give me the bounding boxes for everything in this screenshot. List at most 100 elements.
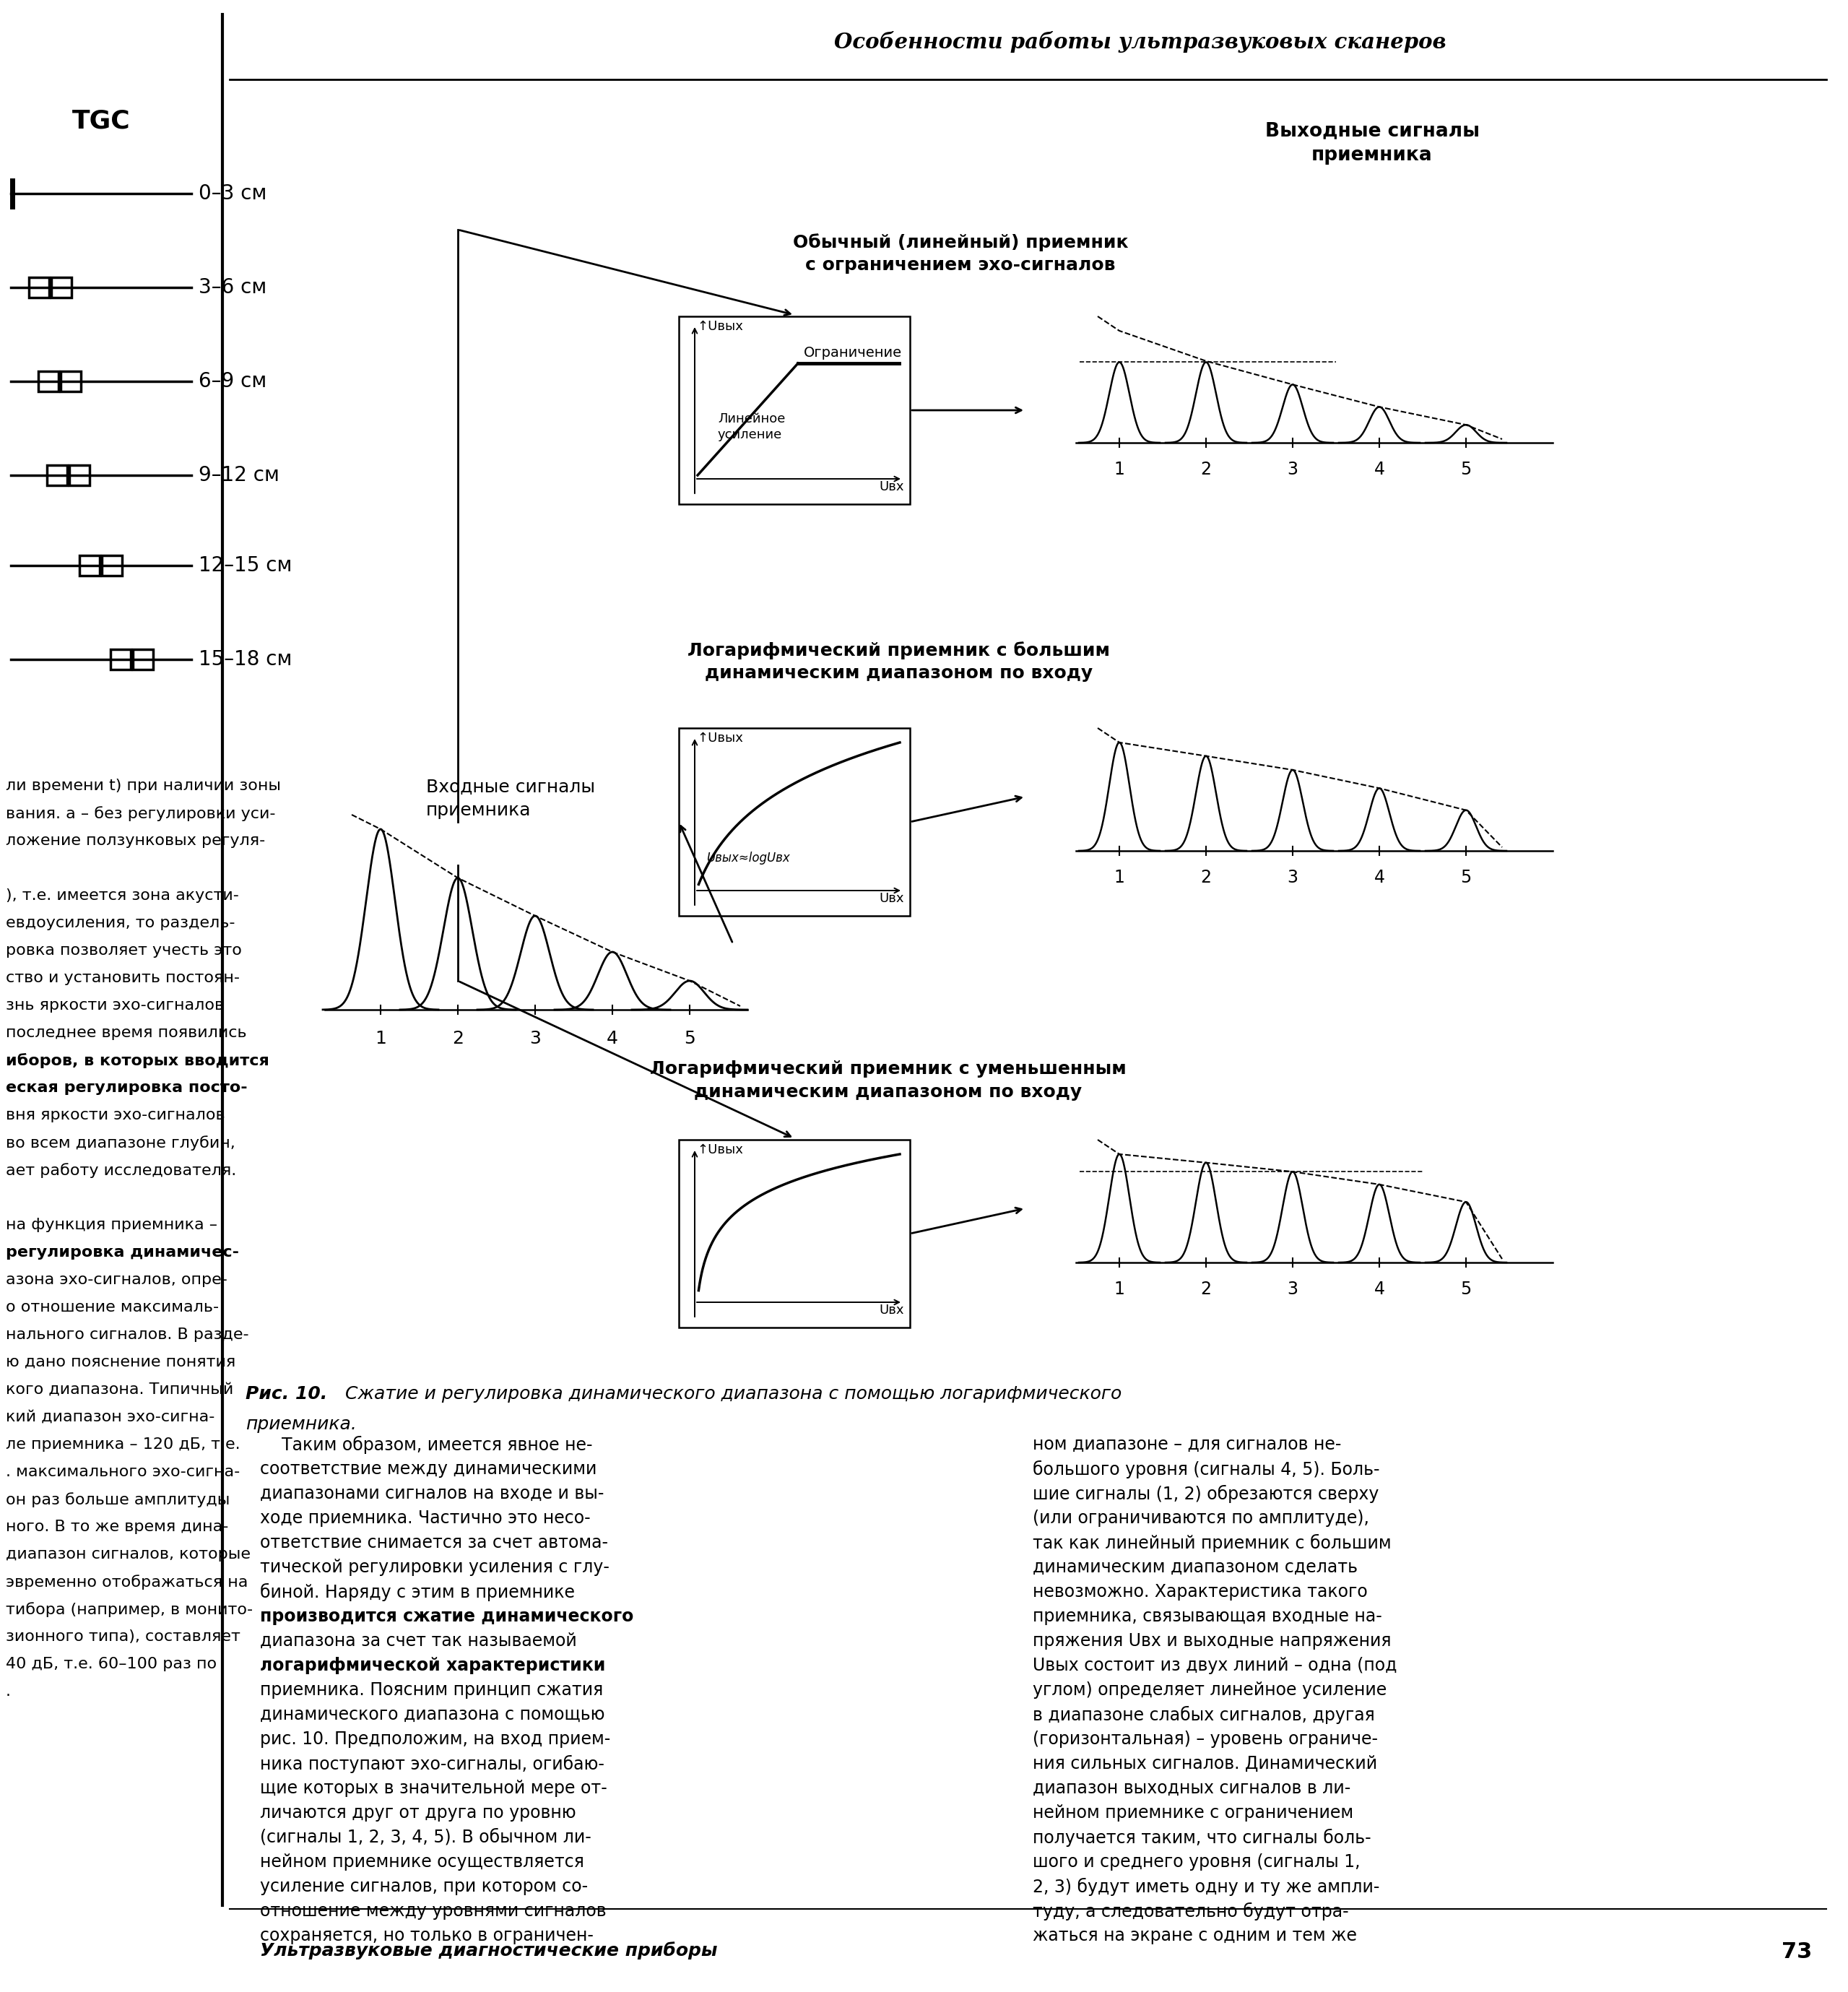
Text: 2, 3) будут иметь одну и ту же ампли-: 2, 3) будут иметь одну и ту же ампли- <box>1033 1878 1380 1896</box>
Text: Сжатие и регулировка динамического диапазона с помощью логарифмического: Сжатие и регулировка динамического диапа… <box>340 1384 1122 1402</box>
Text: регулировка динамичес-: регулировка динамичес- <box>6 1245 238 1259</box>
Text: 12–15 см: 12–15 см <box>198 556 292 576</box>
Text: ном диапазоне – для сигналов не-: ном диапазоне – для сигналов не- <box>1033 1436 1342 1454</box>
Text: ство и установить постоян-: ство и установить постоян- <box>6 970 240 986</box>
Text: 73: 73 <box>1781 1942 1811 1962</box>
Text: 15–18 см: 15–18 см <box>198 649 292 669</box>
Bar <box>52 277 72 297</box>
Text: личаются друг от друга по уровню: личаются друг от друга по уровню <box>261 1805 577 1821</box>
Text: 5: 5 <box>1460 1281 1471 1299</box>
Text: тической регулировки усиления с глу-: тической регулировки усиления с глу- <box>261 1558 610 1576</box>
Text: приемника. Поясним принцип сжатия: приемника. Поясним принцип сжатия <box>261 1681 602 1699</box>
Text: во всем диапазоне глубин,: во всем диапазоне глубин, <box>6 1135 235 1151</box>
Text: диапазон выходных сигналов в ли-: диапазон выходных сигналов в ли- <box>1033 1779 1351 1797</box>
Text: кий диапазон эхо-сигна-: кий диапазон эхо-сигна- <box>6 1410 214 1424</box>
Text: 4: 4 <box>1373 869 1384 886</box>
Bar <box>102 556 122 576</box>
Text: ния сильных сигналов. Динамический: ния сильных сигналов. Динамический <box>1033 1755 1377 1773</box>
Text: TGC: TGC <box>72 110 129 133</box>
Bar <box>70 466 89 486</box>
Text: ровка позволяет учесть это: ровка позволяет учесть это <box>6 944 242 958</box>
Text: нального сигналов. В разде-: нального сигналов. В разде- <box>6 1327 249 1343</box>
Text: Логарифмический приемник с большим
динамическим диапазоном по входу: Логарифмический приемник с большим динам… <box>687 641 1111 681</box>
Bar <box>61 371 81 392</box>
Bar <box>678 1139 909 1327</box>
Text: ответствие снимается за счет автома-: ответствие снимается за счет автома- <box>261 1534 608 1552</box>
Text: рис. 10. Предположим, на вход прием-: рис. 10. Предположим, на вход прием- <box>261 1731 610 1747</box>
Text: 0–3 см: 0–3 см <box>198 183 266 203</box>
Text: логарифмической характеристики: логарифмической характеристики <box>261 1657 606 1673</box>
Text: он раз больше амплитуды: он раз больше амплитуды <box>6 1492 229 1508</box>
Text: невозможно. Характеристика такого: невозможно. Характеристика такого <box>1033 1584 1368 1600</box>
Text: Uвх: Uвх <box>880 892 904 904</box>
Text: пряжения Uвх и выходные напряжения: пряжения Uвх и выходные напряжения <box>1033 1631 1392 1649</box>
Text: Рис. 10.: Рис. 10. <box>246 1384 327 1402</box>
Text: Uвх: Uвх <box>880 480 904 494</box>
Bar <box>678 317 909 504</box>
Text: Ультразвуковые диагностические приборы: Ультразвуковые диагностические приборы <box>261 1942 717 1960</box>
Text: сохраняется, но только в ограничен-: сохраняется, но только в ограничен- <box>261 1926 593 1944</box>
Text: 3–6 см: 3–6 см <box>198 277 266 297</box>
Text: ложение ползунковых регуля-: ложение ползунковых регуля- <box>6 833 266 849</box>
Bar <box>133 649 153 669</box>
Text: эвременно отображаться на: эвременно отображаться на <box>6 1574 248 1590</box>
Text: производится сжатие динамического: производится сжатие динамического <box>261 1608 634 1625</box>
Text: Линейное
усиление: Линейное усиление <box>717 412 785 442</box>
Text: Таким образом, имеется явное не-: Таким образом, имеется явное не- <box>261 1436 593 1454</box>
Text: 4: 4 <box>1373 1281 1384 1299</box>
Text: 2: 2 <box>1201 869 1212 886</box>
Text: на функция приемника –: на функция приемника – <box>6 1217 218 1233</box>
Text: диапазонами сигналов на входе и вы-: диапазонами сигналов на входе и вы- <box>261 1484 604 1502</box>
Text: Выходные сигналы
приемника: Выходные сигналы приемника <box>1264 122 1480 165</box>
Text: (горизонтальная) – уровень ограниче-: (горизонтальная) – уровень ограниче- <box>1033 1731 1379 1747</box>
Text: о отношение максималь-: о отношение максималь- <box>6 1301 218 1315</box>
Text: соответствие между динамическими: соответствие между динамическими <box>261 1460 597 1478</box>
Text: приемника, связывающая входные на-: приемника, связывающая входные на- <box>1033 1608 1382 1625</box>
Text: большого уровня (сигналы 4, 5). Боль-: большого уровня (сигналы 4, 5). Боль- <box>1033 1460 1380 1478</box>
Text: 3: 3 <box>1288 869 1297 886</box>
Text: (или ограничиваются по амплитуде),: (или ограничиваются по амплитуде), <box>1033 1510 1369 1526</box>
Text: зионного типа), составляет: зионного типа), составляет <box>6 1629 240 1643</box>
Text: шие сигналы (1, 2) обрезаются сверху: шие сигналы (1, 2) обрезаются сверху <box>1033 1484 1379 1504</box>
Text: Логарифмический приемник с уменьшенным
динамическим диапазоном по входу: Логарифмический приемник с уменьшенным д… <box>650 1060 1127 1100</box>
Text: 2: 2 <box>1201 460 1212 478</box>
Text: еская регулировка посто-: еская регулировка посто- <box>6 1080 248 1096</box>
Text: приемника.: приемника. <box>246 1416 357 1432</box>
Bar <box>46 466 67 486</box>
Text: шого и среднего уровня (сигналы 1,: шого и среднего уровня (сигналы 1, <box>1033 1853 1360 1870</box>
Text: ходе приемника. Частично это несо-: ходе приемника. Частично это несо- <box>261 1510 591 1526</box>
Text: нейном приемнике осуществляется: нейном приемнике осуществляется <box>261 1853 584 1870</box>
Text: ю дано пояснение понятия: ю дано пояснение понятия <box>6 1355 235 1369</box>
Text: знь яркости эхо-сигналов: знь яркости эхо-сигналов <box>6 998 224 1012</box>
Text: (сигналы 1, 2, 3, 4, 5). В обычном ли-: (сигналы 1, 2, 3, 4, 5). В обычном ли- <box>261 1829 591 1847</box>
Text: 6–9 см: 6–9 см <box>198 371 266 392</box>
Text: ает работу исследователя.: ает работу исследователя. <box>6 1163 237 1177</box>
Text: . максимального эхо-сигна-: . максимального эхо-сигна- <box>6 1464 240 1480</box>
Text: Обычный (линейный) приемник
с ограничением эхо-сигналов: Обычный (линейный) приемник с ограничени… <box>793 233 1127 275</box>
Text: нейном приемнике с ограничением: нейном приемнике с ограничением <box>1033 1805 1353 1821</box>
Text: Ограничение: Ограничение <box>804 347 902 361</box>
Text: усиление сигналов, при котором со-: усиление сигналов, при котором со- <box>261 1878 588 1894</box>
Text: динамическим диапазоном сделать: динамическим диапазоном сделать <box>1033 1558 1358 1576</box>
Text: 4: 4 <box>606 1030 619 1048</box>
Text: кого диапазона. Типичный: кого диапазона. Типичный <box>6 1382 233 1396</box>
Text: последнее время появились: последнее время появились <box>6 1026 246 1040</box>
Text: 5: 5 <box>684 1030 695 1048</box>
Text: вания. а – без регулировки уси-: вания. а – без регулировки уси- <box>6 807 275 821</box>
Text: 5: 5 <box>1460 869 1471 886</box>
Text: 3: 3 <box>1288 1281 1297 1299</box>
Text: получается таким, что сигналы боль-: получается таким, что сигналы боль- <box>1033 1829 1371 1847</box>
Text: 3: 3 <box>1288 460 1297 478</box>
Text: вня яркости эхо-сигналов: вня яркости эхо-сигналов <box>6 1108 225 1121</box>
Text: 9–12 см: 9–12 см <box>198 466 279 486</box>
Text: 1: 1 <box>1114 1281 1125 1299</box>
Text: Входные сигналы
приемника: Входные сигналы приемника <box>427 779 595 819</box>
Text: Uвых≈logUвх: Uвых≈logUвх <box>706 851 789 865</box>
Bar <box>111 649 131 669</box>
Text: 1: 1 <box>1114 869 1125 886</box>
Text: в диапазоне слабых сигналов, другая: в диапазоне слабых сигналов, другая <box>1033 1705 1375 1725</box>
Text: динамического диапазона с помощью: динамического диапазона с помощью <box>261 1705 604 1723</box>
Text: диапазона за счет так называемой: диапазона за счет так называемой <box>261 1631 577 1649</box>
Text: ли времени t) при наличии зоны: ли времени t) при наличии зоны <box>6 779 281 793</box>
Text: отношение между уровнями сигналов: отношение между уровнями сигналов <box>261 1902 606 1920</box>
